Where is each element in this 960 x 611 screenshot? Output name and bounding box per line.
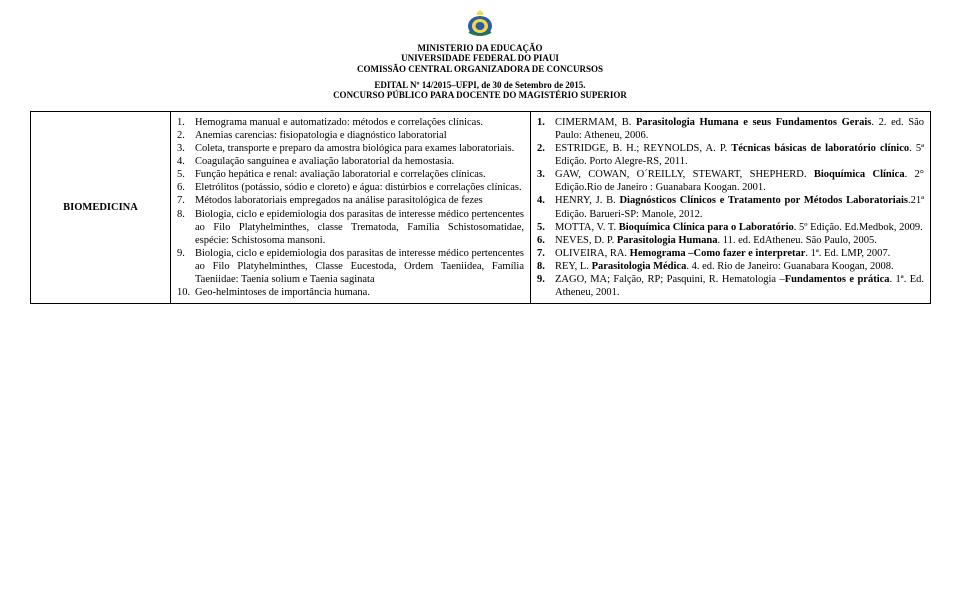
topic-text: Eletrólitos (potássio, sódio e cloreto) … — [195, 181, 524, 194]
topic-item: 4.Coagulação sanguínea e avaliação labor… — [177, 155, 524, 168]
reference-item: 9.ZAGO, MA; Falção, RP; Pasquini, R. Hem… — [537, 273, 924, 299]
reference-item: 5.MOTTA, V. T. Bioquímica Clínica para o… — [537, 221, 924, 234]
reference-item: 3.GAW, COWAN, O´REILLY, STEWART, SHEPHER… — [537, 168, 924, 194]
topic-text: Coagulação sanguínea e avaliação laborat… — [195, 155, 524, 168]
reference-item: 7.OLIVEIRA, RA. Hemograma –Como fazer e … — [537, 247, 924, 260]
topic-item: 1.Hemograma manual e automatizado: métod… — [177, 116, 524, 129]
reference-text: OLIVEIRA, RA. Hemograma –Como fazer e in… — [555, 247, 924, 260]
header-university: UNIVERSIDADE FEDERAL DO PIAUI — [30, 53, 930, 63]
topic-number: 6. — [177, 181, 195, 194]
document-header: MINISTERIO DA EDUCAÇÃO UNIVERSIDADE FEDE… — [30, 10, 930, 101]
brasao-icon — [30, 10, 930, 41]
reference-text: MOTTA, V. T. Bioquímica Clínica para o L… — [555, 221, 924, 234]
reference-number: 1. — [537, 116, 555, 142]
topic-number: 4. — [177, 155, 195, 168]
reference-number: 9. — [537, 273, 555, 299]
topic-text: Função hepática e renal: avaliação labor… — [195, 168, 524, 181]
reference-text: NEVES, D. P. Parasitologia Humana. 11. e… — [555, 234, 924, 247]
topic-item: 7.Métodos laboratoriais empregados na an… — [177, 194, 524, 207]
topics-cell: 1.Hemograma manual e automatizado: métod… — [171, 111, 531, 304]
topic-item: 10.Geo-helmintoses de importância humana… — [177, 286, 524, 299]
content-table: BIOMEDICINA 1.Hemograma manual e automat… — [30, 111, 931, 305]
topic-number: 1. — [177, 116, 195, 129]
header-concurso: CONCURSO PÚBLICO PARA DOCENTE DO MAGISTÉ… — [30, 90, 930, 100]
reference-number: 7. — [537, 247, 555, 260]
topic-item: 3.Coleta, transporte e preparo da amostr… — [177, 142, 524, 155]
header-commission: COMISSÃO CENTRAL ORGANIZADORA DE CONCURS… — [30, 64, 930, 74]
topic-item: 6.Eletrólitos (potássio, sódio e cloreto… — [177, 181, 524, 194]
header-ministry: MINISTERIO DA EDUCAÇÃO — [30, 43, 930, 53]
reference-number: 3. — [537, 168, 555, 194]
topic-number: 7. — [177, 194, 195, 207]
reference-item: 2.ESTRIDGE, B. H.; REYNOLDS, A. P. Técni… — [537, 142, 924, 168]
reference-text: REY, L. Parasitologia Médica. 4. ed. Rio… — [555, 260, 924, 273]
topic-text: Anemias carencias: fisiopatologia e diag… — [195, 129, 524, 142]
reference-number: 6. — [537, 234, 555, 247]
topic-text: Biologia, ciclo e epidemiologia dos para… — [195, 247, 524, 286]
topic-number: 5. — [177, 168, 195, 181]
table-row: BIOMEDICINA 1.Hemograma manual e automat… — [31, 111, 931, 304]
reference-number: 2. — [537, 142, 555, 168]
topic-text: Métodos laboratoriais empregados na anál… — [195, 194, 524, 207]
topic-number: 2. — [177, 129, 195, 142]
reference-number: 5. — [537, 221, 555, 234]
reference-number: 4. — [537, 194, 555, 220]
topic-number: 10. — [177, 286, 195, 299]
topic-text: Geo-helmintoses de importância humana. — [195, 286, 524, 299]
topic-text: Biologia, ciclo e epidemiologia dos para… — [195, 208, 524, 247]
reference-item: 4.HENRY, J. B. Diagnósticos Clínicos e T… — [537, 194, 924, 220]
reference-text: HENRY, J. B. Diagnósticos Clínicos e Tra… — [555, 194, 924, 220]
topic-text: Hemograma manual e automatizado: métodos… — [195, 116, 524, 129]
reference-text: GAW, COWAN, O´REILLY, STEWART, SHEPHERD.… — [555, 168, 924, 194]
topic-item: 9.Biologia, ciclo e epidemiologia dos pa… — [177, 247, 524, 286]
header-edital: EDITAL Nº 14/2015–UFPI, de 30 de Setembr… — [30, 80, 930, 90]
reference-item: 1.CIMERMAM, B. Parasitologia Humana e se… — [537, 116, 924, 142]
area-cell: BIOMEDICINA — [31, 111, 171, 304]
reference-text: CIMERMAM, B. Parasitologia Humana e seus… — [555, 116, 924, 142]
reference-item: 8.REY, L. Parasitologia Médica. 4. ed. R… — [537, 260, 924, 273]
reference-text: ESTRIDGE, B. H.; REYNOLDS, A. P. Técnica… — [555, 142, 924, 168]
reference-item: 6.NEVES, D. P. Parasitologia Humana. 11.… — [537, 234, 924, 247]
topic-number: 8. — [177, 208, 195, 247]
topic-number: 9. — [177, 247, 195, 286]
reference-text: ZAGO, MA; Falção, RP; Pasquini, R. Hemat… — [555, 273, 924, 299]
document-page: MINISTERIO DA EDUCAÇÃO UNIVERSIDADE FEDE… — [0, 0, 960, 314]
topic-item: 2.Anemias carencias: fisiopatologia e di… — [177, 129, 524, 142]
references-cell: 1.CIMERMAM, B. Parasitologia Humana e se… — [531, 111, 931, 304]
topic-text: Coleta, transporte e preparo da amostra … — [195, 142, 524, 155]
topic-number: 3. — [177, 142, 195, 155]
topic-item: 5.Função hepática e renal: avaliação lab… — [177, 168, 524, 181]
reference-number: 8. — [537, 260, 555, 273]
topic-item: 8.Biologia, ciclo e epidemiologia dos pa… — [177, 208, 524, 247]
